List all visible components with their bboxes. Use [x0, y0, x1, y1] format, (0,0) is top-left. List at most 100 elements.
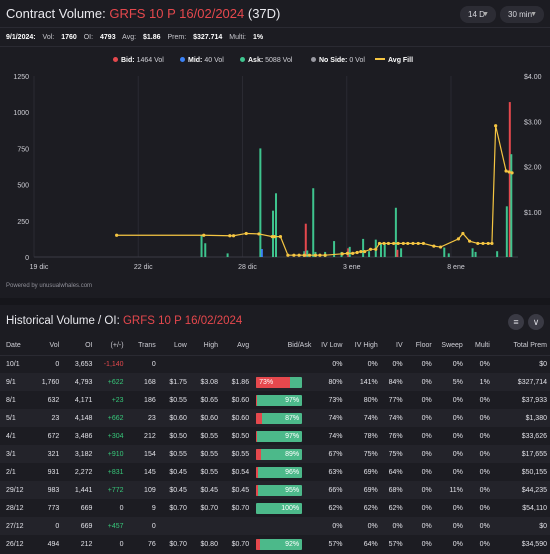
cell-oi: 1,441 [62, 481, 96, 499]
avg-fill-point [406, 241, 410, 246]
table-row[interactable]: 4/1 672 3,486 +304 212 $0.50 $0.55 $0.50 97% 74% 7… [0, 427, 550, 445]
column-header[interactable]: Date [0, 336, 36, 356]
avg-fill-point [432, 244, 436, 248]
cell-multi: 1% [465, 373, 493, 391]
bid-bar [396, 249, 399, 257]
cell-low: $0.50 [158, 427, 190, 445]
column-header[interactable]: Vol [35, 336, 63, 356]
collapse-icon[interactable]: ∨ [528, 314, 544, 330]
cell-vol: 632 [35, 391, 63, 409]
cell-date: 29/12 [0, 481, 36, 499]
cell-iv: 75% [380, 445, 406, 463]
cell-oi: 3,653 [62, 355, 96, 373]
cell-chg: +662 [95, 409, 127, 427]
cell-date: 26/12 [0, 535, 36, 553]
cell-trans: 109 [126, 481, 159, 499]
legend-mid[interactable]: Mid: 40 Vol [180, 57, 224, 64]
bid-bar [304, 223, 307, 257]
avg-fill-point [270, 235, 274, 239]
divider [0, 46, 550, 47]
table-row[interactable]: 10/1 0 3,653 -1,140 0 0% 0% 0% 0% 0% 0% $0 [0, 355, 550, 373]
ask-bar [348, 246, 351, 257]
column-header[interactable]: (+/-) [95, 336, 127, 356]
cell-sweep: 11% [434, 481, 466, 499]
avg-fill-point [510, 171, 514, 175]
filter-icon[interactable]: ≡ [508, 314, 524, 330]
cell-sweep: 0% [434, 427, 466, 445]
column-header[interactable]: Trans [126, 336, 159, 356]
column-header[interactable]: Low [158, 336, 190, 356]
table-row[interactable]: 5/1 23 4,148 +662 23 $0.60 $0.60 $0.60 87% 74% 74%… [0, 409, 550, 427]
cell-trans: 186 [126, 391, 159, 409]
column-header[interactable]: IV Low [314, 336, 346, 356]
legend-avg-fill[interactable]: Avg Fill [375, 57, 413, 64]
cell-chg: +831 [95, 463, 127, 481]
legend-no-side[interactable]: No Side: 0 Vol [311, 57, 365, 64]
y2-tick-label: $2.00 [524, 165, 542, 172]
legend-bid[interactable]: Bid: 1464 Vol [113, 57, 164, 64]
column-header[interactable]: High [189, 336, 221, 356]
cell-low: $1.75 [158, 373, 190, 391]
column-header[interactable]: Multi [465, 336, 493, 356]
cell-iv: 77% [380, 391, 406, 409]
x-tick-label: 22 dic [134, 264, 153, 271]
column-header[interactable]: OI [62, 336, 96, 356]
cell-prem: $17,655 [492, 445, 550, 463]
avg-fill-point [244, 231, 248, 236]
column-header[interactable]: Sweep [434, 336, 466, 356]
table-row[interactable]: 27/12 0 669 +457 0 0% 0% 0% 0% 0% 0% $0 [0, 517, 550, 535]
cell-avg: $0.70 [220, 499, 253, 517]
y-tick-label: 250 [17, 219, 29, 226]
cell-high: $0.45 [189, 481, 221, 499]
avg-fill-point [382, 241, 386, 246]
cell-iv-high: 74% [345, 409, 381, 427]
column-header[interactable]: IV High [345, 336, 381, 356]
legend-ask[interactable]: Ask: 5088 Vol [240, 57, 292, 64]
avg-fill-point [456, 237, 461, 241]
cell-chg: 0 [95, 499, 127, 517]
table-row[interactable]: 9/1 1,760 4,793 +622 168 $1.75 $3.08 $1.86 73% 80… [0, 373, 550, 391]
ask-bar [474, 251, 477, 257]
cell-trans: 0 [126, 517, 159, 535]
interval-select[interactable]: 30 min ▼ [500, 6, 544, 23]
stats-oi: OI: 4793 [83, 34, 116, 41]
cell-sweep: 0% [434, 445, 466, 463]
table-row[interactable]: 26/12 494 212 0 76 $0.70 $0.80 $0.70 92% 57% 64% 57… [0, 535, 550, 553]
avg-fill-point [507, 170, 511, 174]
contract-symbol: GRFS 10 P 16/02/2024 [109, 6, 245, 21]
column-header[interactable]: Total Prem [492, 336, 550, 356]
column-header[interactable]: Avg [220, 336, 253, 356]
cell-multi: 0% [465, 517, 493, 535]
bid-fill [256, 394, 258, 406]
bid-ask-bar: 97% [256, 430, 303, 442]
bid-ask-cell: 100% [252, 499, 315, 517]
table-row[interactable]: 3/1 321 3,182 +910 154 $0.55 $0.55 $0.55 89% 67% 7… [0, 445, 550, 463]
cell-prem: $37,933 [492, 391, 550, 409]
table-row[interactable]: 29/12 983 1,441 +772 109 $0.45 $0.45 $0.45 95% 66… [0, 481, 550, 499]
cell-vol: 23 [35, 409, 63, 427]
cell-iv-low: 63% [314, 463, 346, 481]
table-row[interactable]: 2/1 931 2,272 +831 145 $0.45 $0.55 $0.54 96% 63% 6… [0, 463, 550, 481]
cell-prem: $50,155 [492, 463, 550, 481]
column-header[interactable]: Bid/Ask [252, 336, 315, 356]
cell-avg: $0.60 [220, 391, 253, 409]
cell-floor: 0% [405, 517, 435, 535]
avg-fill-point [292, 253, 296, 257]
cell-iv-low: 67% [314, 445, 346, 463]
avg-fill-point [411, 241, 415, 246]
table-row[interactable]: 8/1 632 4,171 +23 186 $0.55 $0.65 $0.60 97% 73% 80… [0, 391, 550, 409]
cell-floor: 0% [405, 445, 435, 463]
cell-iv-low: 0% [314, 355, 346, 373]
contract-volume-panel: Contract Volume: GRFS 10 P 16/02/2024 (3… [0, 6, 550, 289]
column-header[interactable]: Floor [405, 336, 435, 356]
volume-chart: 0 250 500 750 1000 1250 $1.00 $2.00 $3.00 $4.00 19… [13, 74, 542, 271]
divider [0, 27, 550, 28]
range-select[interactable]: 14 D ▼ [460, 6, 496, 23]
table-header: Date Vol OI (+/-) Trans Low High Avg Bid/Ask IV L… [0, 336, 550, 356]
cell-iv-low: 66% [314, 481, 346, 499]
bid-dot-icon [113, 57, 118, 62]
cell-iv: 68% [380, 481, 406, 499]
bid-ask-cell: 73% [252, 373, 315, 391]
table-row[interactable]: 28/12 773 669 0 9 $0.70 $0.70 $0.70 100% 62% 62% 62… [0, 499, 550, 517]
column-header[interactable]: IV [380, 336, 406, 356]
